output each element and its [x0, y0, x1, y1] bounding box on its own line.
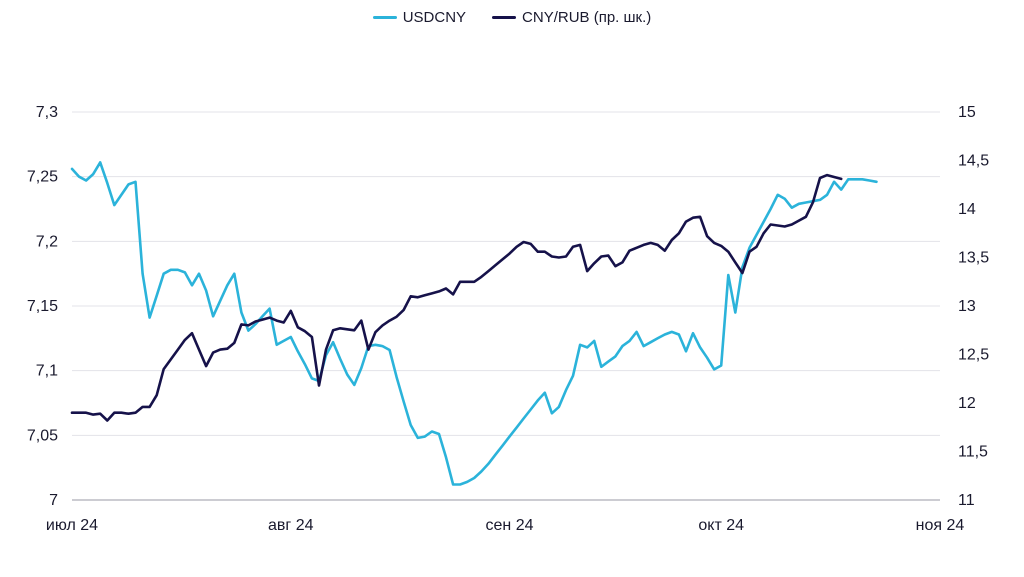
y-right-tick-label: 12: [958, 395, 976, 412]
legend-label-usdcny: USDCNY: [402, 9, 467, 26]
legend-swatch-usdcny: [372, 16, 397, 19]
series-line-usdcny: [70, 161, 878, 486]
x-tick-label: июл 24: [46, 517, 98, 534]
y-left-tick-label: 7,15: [27, 298, 58, 315]
x-tick-label: ноя 24: [916, 517, 965, 534]
y-left-tick-label: 7,05: [27, 427, 58, 444]
y-left-tick-label: 7,1: [36, 363, 58, 380]
y-right-tick-label: 14,5: [958, 153, 989, 170]
series-line-cnyrub: [70, 173, 843, 422]
y-right-tick-label: 13: [958, 298, 976, 315]
legend: USDCNY CNY/RUB (пр. шк.): [0, 9, 1024, 26]
y-right-tick-label: 12,5: [958, 347, 989, 364]
x-tick-label: сен 24: [486, 517, 534, 534]
y-right-tick-label: 15: [958, 104, 976, 121]
y-left-tick-label: 7: [49, 492, 58, 509]
x-tick-label: авг 24: [268, 517, 314, 534]
y-right-tick-label: 13,5: [958, 250, 989, 267]
y-left-tick-label: 7,2: [36, 233, 58, 250]
y-right-tick-label: 11,5: [958, 444, 988, 461]
y-left-tick-label: 7,3: [36, 104, 58, 121]
x-tick-label: окт 24: [698, 517, 744, 534]
legend-item-cnyrub: CNY/RUB (пр. шк.): [492, 9, 651, 26]
legend-item-usdcny: USDCNY: [372, 9, 467, 26]
y-left-tick-label: 7,25: [27, 169, 58, 186]
y-right-tick-label: 11: [958, 492, 975, 509]
y-right-tick-label: 14: [958, 201, 976, 218]
legend-swatch-cnyrub: [492, 16, 517, 19]
legend-label-cnyrub: CNY/RUB (пр. шк.): [522, 9, 652, 26]
